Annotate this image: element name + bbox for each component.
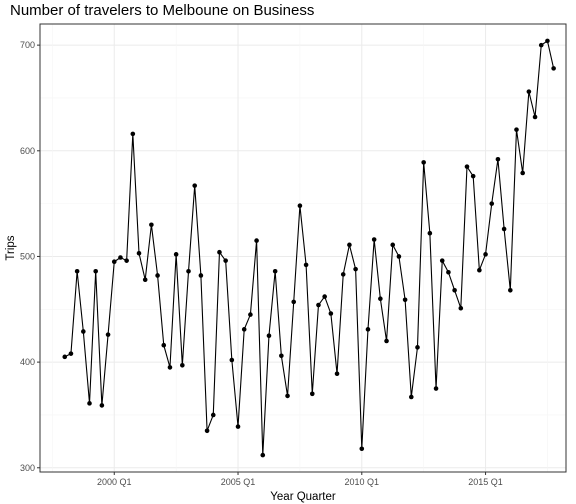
data-point [155,273,160,278]
data-point [489,201,495,206]
data-point [532,114,538,120]
data-point [328,311,334,316]
data-point [93,268,98,274]
data-point [192,183,198,188]
data-point [285,393,290,399]
data-point [130,131,136,137]
data-point [210,412,216,418]
trips-line [64,40,555,456]
data-point [526,89,532,94]
data-point [235,424,241,429]
data-point [260,452,266,458]
data-point [198,273,204,278]
data-point [408,394,414,400]
data-point [470,173,476,179]
y-axis-title: Trips [5,235,17,260]
data-point [241,327,247,332]
y-tick-label: 500 [20,251,35,261]
y-tick-label: 300 [20,463,35,473]
data-point [297,203,303,209]
data-point [551,66,556,71]
data-point [279,353,284,359]
data-point [309,391,315,397]
data-point [229,357,235,363]
data-point [334,371,340,377]
data-point [402,297,408,303]
data-point [142,277,148,282]
data-point [186,268,191,274]
data-point [217,249,222,255]
data-point [87,401,92,406]
panel-border [39,23,567,473]
data-point [303,262,309,268]
data-point [180,362,185,368]
data-point [248,312,253,317]
data-point [111,259,117,265]
data-point [118,255,123,260]
data-point [439,258,445,263]
data-point [464,164,470,169]
data-point [223,258,228,263]
axes: 300 400 500 600 700 2000 Q1 2005 Q1 2010 Q1 2015… [20,40,503,487]
data-point [74,268,80,274]
x-axis-title: Year Quarter [270,491,336,503]
grid-lines [40,24,566,472]
chart-title: Number of travelers to Melboune on Busin… [10,2,315,19]
data-point [520,170,525,176]
x-tick-label: 2010 Q1 [345,477,380,487]
data-point [68,351,74,356]
data-point [390,242,396,248]
data-point [545,38,550,44]
data-point [458,305,464,311]
x-tick-label: 2005 Q1 [221,477,256,487]
data-point [322,294,327,299]
data-point [415,345,420,350]
data-point [378,296,383,302]
data-point [316,302,321,308]
data-point [483,252,488,257]
y-tick-label: 700 [20,40,35,50]
data-point [365,327,371,332]
x-tick-label: 2000 Q1 [97,477,132,487]
data-point [501,226,507,232]
x-tick-label: 2015 Q1 [468,477,503,487]
data-point [514,127,519,132]
data-point [99,403,105,408]
data-point [446,270,451,275]
data-point [149,222,154,228]
data-point [477,267,482,273]
data-point [266,333,272,338]
series-points [62,38,556,458]
data-point [421,160,426,165]
data-point [272,268,278,274]
data-point [371,237,377,242]
y-tick-label: 600 [20,146,35,156]
data-point [495,156,501,162]
data-point [81,329,86,334]
data-point [384,338,389,344]
data-point [427,230,433,236]
data-point [538,42,544,48]
data-point [396,254,402,259]
data-point [105,332,111,337]
data-point [173,252,179,257]
data-point [347,242,352,248]
data-point [167,365,173,370]
data-point [291,299,297,305]
data-point [508,287,513,293]
data-point [353,266,358,272]
data-point [452,287,457,293]
data-point [62,354,68,360]
data-point [254,238,259,243]
data-point [136,250,142,256]
y-tick-label: 400 [20,357,35,367]
data-point [359,446,365,452]
data-point [124,258,129,263]
data-point [161,342,167,348]
data-point [204,428,210,434]
series-line [64,40,555,456]
data-point [340,272,346,277]
data-point [433,386,439,391]
